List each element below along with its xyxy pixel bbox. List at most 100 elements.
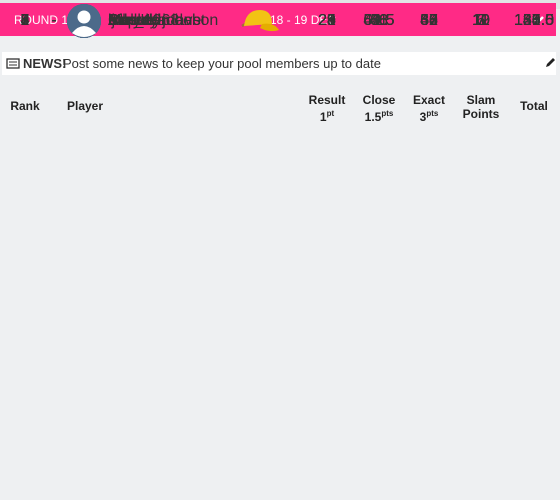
exact: 66 <box>420 12 438 29</box>
result: 25 <box>318 12 336 29</box>
slam-points: 7 <box>476 12 486 29</box>
player-name: Bury'd in debt <box>108 12 206 29</box>
movement: - <box>51 12 57 29</box>
result: 29 <box>318 12 336 29</box>
close: 51 <box>370 12 388 29</box>
movement: - <box>51 12 57 29</box>
slam-points: 6 <box>476 12 486 29</box>
col-player: Player <box>67 99 104 113</box>
col-result: Result 1pt <box>302 93 352 124</box>
player-name: Pil <box>108 12 126 29</box>
label2: Points <box>462 107 500 121</box>
close: 81 <box>370 12 388 29</box>
label: Exact <box>412 93 446 107</box>
movement: - <box>51 12 57 29</box>
edit-icon[interactable] <box>544 57 556 69</box>
total: 133.5 <box>513 12 555 29</box>
exact: 60 <box>420 12 438 29</box>
close: 48 <box>370 12 388 29</box>
close: 49.5 <box>363 12 395 29</box>
cap-icon <box>244 10 279 32</box>
movement: - <box>51 12 57 29</box>
exact: 33 <box>420 12 438 29</box>
total: 141.5 <box>513 12 555 29</box>
player-name: Pan <box>108 12 137 29</box>
col-slam: Slam Points <box>456 93 506 121</box>
unit: pts <box>381 109 394 118</box>
close: 64.5 <box>363 12 395 29</box>
label: Result <box>308 93 346 107</box>
news-bar: NEWS! Post some news to keep your pool m… <box>2 52 556 75</box>
player-name: Adpully <box>108 12 161 29</box>
exact: 42 <box>420 12 438 29</box>
result: 29 <box>318 12 336 29</box>
movement: - <box>51 12 57 29</box>
result: 29 <box>318 12 336 29</box>
total: 157.0 <box>513 12 555 29</box>
movement: - <box>51 12 57 29</box>
close: 61.5 <box>363 12 395 29</box>
slam-points: 10 <box>472 12 490 29</box>
avatar <box>67 4 101 38</box>
col-total: Total <box>520 99 548 113</box>
news-label: NEWS! <box>23 56 67 71</box>
result: 24 <box>318 12 336 29</box>
label: Slam <box>466 93 496 107</box>
player-name: ijrussell <box>108 12 162 29</box>
col-close: Close 1.5pts <box>354 93 404 124</box>
news-icon <box>6 58 20 69</box>
news-text: Post some news to keep your pool members… <box>63 56 381 71</box>
result: 25 <box>318 12 336 29</box>
close: 52.5 <box>363 12 395 29</box>
total: 120.5 <box>513 12 555 29</box>
label: Close <box>362 93 396 107</box>
points: 1.5 <box>364 110 382 124</box>
round: ROUND 18 <box>14 13 75 27</box>
rank: 3 <box>20 12 30 29</box>
player-name: htm_1968 <box>108 12 180 29</box>
movement: - <box>51 12 57 29</box>
points: 3 <box>419 110 427 124</box>
slam-points: 11 <box>472 12 490 29</box>
rank: 5 <box>20 12 30 29</box>
exact: 42 <box>420 12 438 29</box>
slam-points: 10 <box>472 12 490 29</box>
exact: 42 <box>420 12 438 29</box>
result: 28 <box>318 12 336 29</box>
rank: 1 <box>20 12 30 29</box>
total: 138.0 <box>513 12 555 29</box>
rank: 9 <box>20 12 30 29</box>
unit: pts <box>426 109 439 118</box>
col-exact: Exact 3pts <box>404 93 454 124</box>
exact: 36 <box>420 12 438 29</box>
slam-points: 10 <box>472 12 490 29</box>
unit: pt <box>326 109 335 118</box>
dates: 18 - 19 DEC <box>270 13 337 27</box>
rank: 2 <box>20 12 30 29</box>
points: 1 <box>319 110 327 124</box>
rank: 7 <box>20 12 30 29</box>
slam-points: 11 <box>472 12 490 29</box>
rank: 8 <box>20 12 30 29</box>
col-rank: Rank <box>10 99 40 113</box>
movement: - <box>51 12 57 29</box>
total: 156.0 <box>513 12 555 29</box>
player-name: murray johnson <box>108 12 219 29</box>
table-header: Rank Player Result 1pt Close 1.5pts Exact 3… <box>0 85 560 126</box>
result: 21 <box>318 12 336 29</box>
chevron[interactable] <box>531 14 545 26</box>
total: 155.5 <box>513 12 555 29</box>
player-name: Malbec <box>108 12 160 29</box>
slam-points: 10 <box>472 12 490 29</box>
result: 29 <box>318 12 336 29</box>
exact: 57 <box>420 12 438 29</box>
movement: - <box>51 12 57 29</box>
exact: 54 <box>420 12 438 29</box>
total: 144.5 <box>513 12 555 29</box>
player-name: Chelseadave <box>108 12 202 29</box>
rank: 4 <box>20 12 30 29</box>
slam-points: 12 <box>472 12 490 29</box>
close: 66 <box>370 12 388 29</box>
total: 150.0 <box>513 12 555 29</box>
